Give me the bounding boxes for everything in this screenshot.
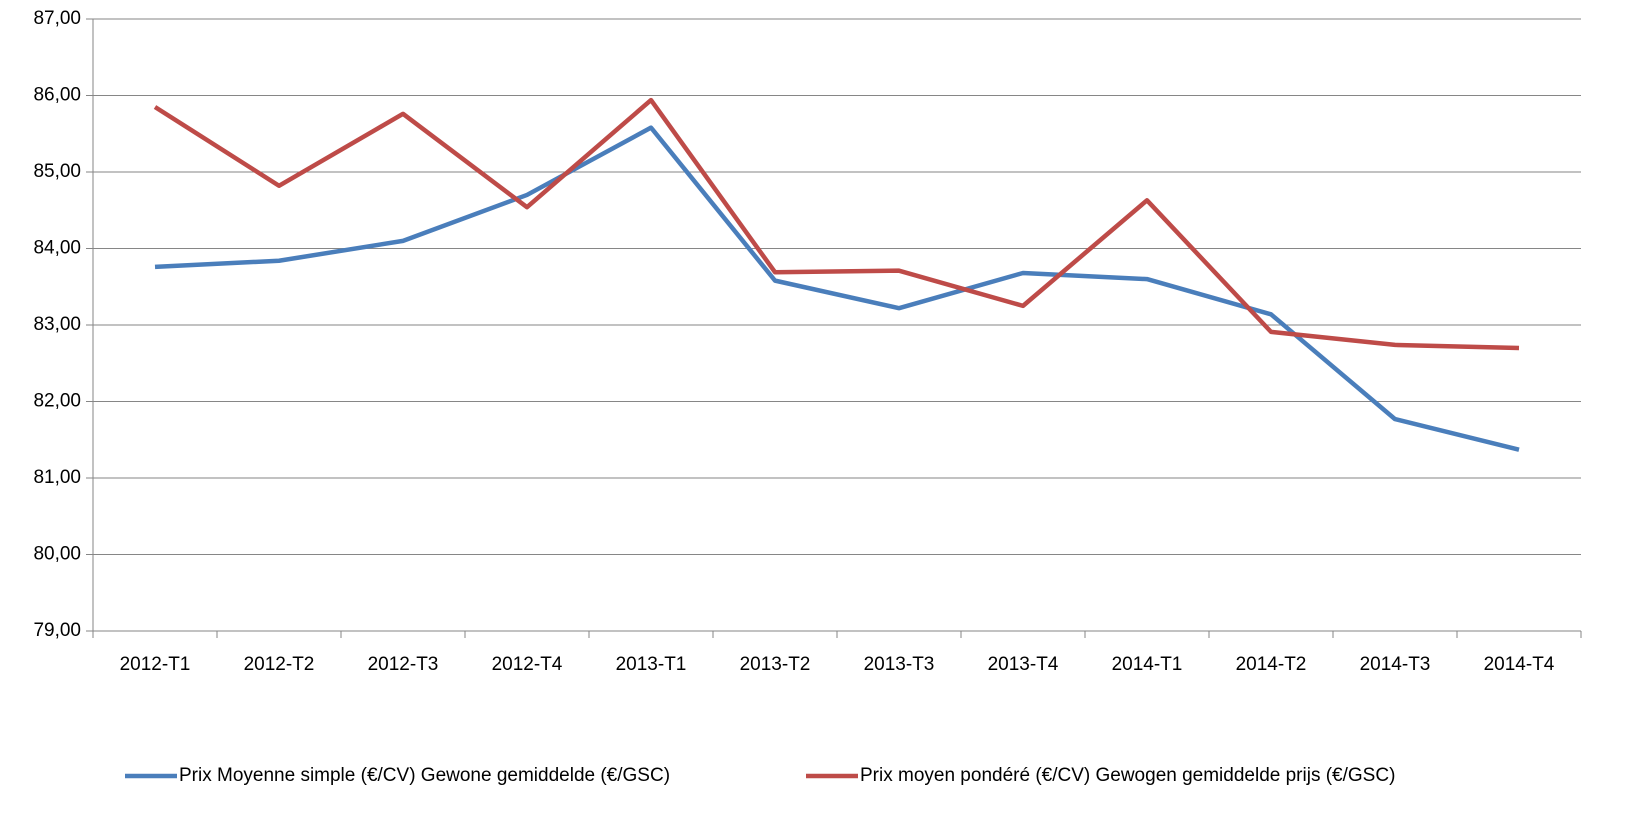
series-line (153, 97, 1520, 351)
y-tick-label: 80,00 (33, 544, 81, 565)
series-line (154, 125, 1520, 452)
x-tick-label: 2013-T4 (988, 654, 1059, 675)
x-tick-label: 2013-T3 (864, 654, 935, 675)
y-tick-label: 83,00 (33, 314, 81, 335)
y-tick-label: 86,00 (33, 85, 81, 106)
x-tick-label: 2014-T4 (1484, 654, 1555, 675)
x-tick-label: 2014-T2 (1236, 654, 1307, 675)
x-tick-label: 2012-T3 (368, 654, 439, 675)
x-tick-label: 2012-T4 (492, 654, 563, 675)
legend-label: Prix Moyenne simple (€/CV) Gewone gemidd… (179, 765, 670, 786)
x-tick-label: 2013-T2 (740, 654, 811, 675)
y-tick-label: 79,00 (33, 620, 81, 641)
x-tick-label: 2014-T1 (1112, 654, 1183, 675)
y-tick-label: 84,00 (33, 238, 81, 259)
y-tick-label: 82,00 (33, 391, 81, 412)
x-tick-label: 2014-T3 (1360, 654, 1431, 675)
x-tick-label: 2012-T2 (244, 654, 315, 675)
y-tick-label: 85,00 (33, 161, 81, 182)
y-tick-label: 87,00 (33, 8, 81, 29)
x-tick-label: 2013-T1 (616, 654, 687, 675)
legend-label: Prix moyen pondéré (€/CV) Gewogen gemidd… (860, 765, 1395, 786)
y-tick-label: 81,00 (33, 467, 81, 488)
x-tick-label: 2012-T1 (120, 654, 191, 675)
